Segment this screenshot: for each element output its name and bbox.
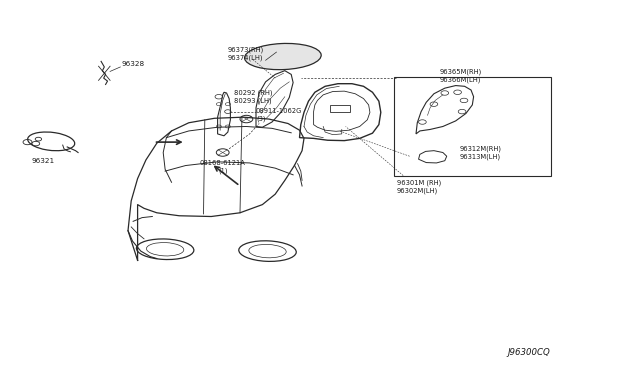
Text: 08168-6121A
(1): 08168-6121A (1) (200, 160, 246, 174)
Text: 96301M (RH)
96302M(LH): 96301M (RH) 96302M(LH) (397, 179, 441, 194)
Text: 08911-1062G
(3): 08911-1062G (3) (256, 108, 302, 122)
Text: J96300CQ: J96300CQ (508, 348, 550, 357)
Text: 96312M(RH)
96313M(LH): 96312M(RH) 96313M(LH) (460, 145, 502, 160)
Text: 80292 (RH)
80293 (LH): 80292 (RH) 80293 (LH) (234, 90, 272, 104)
Text: 96328: 96328 (122, 61, 145, 67)
Ellipse shape (244, 44, 321, 70)
Text: 96321: 96321 (32, 158, 55, 164)
Text: 96373(RH)
96374(LH): 96373(RH) 96374(LH) (227, 46, 264, 61)
Text: 96365M(RH)
96366M(LH): 96365M(RH) 96366M(LH) (440, 68, 482, 83)
